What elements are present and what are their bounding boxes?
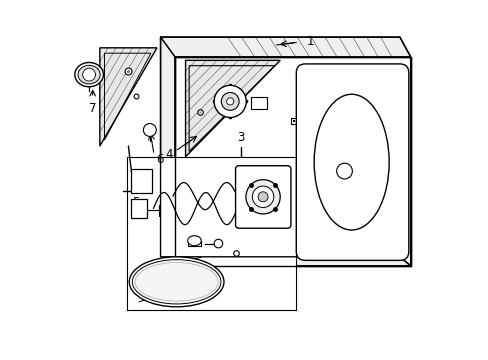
FancyBboxPatch shape (131, 199, 147, 218)
Circle shape (214, 85, 246, 117)
Ellipse shape (78, 65, 100, 84)
Text: 5: 5 (132, 196, 139, 209)
Circle shape (214, 239, 222, 248)
FancyBboxPatch shape (296, 64, 408, 260)
Polygon shape (100, 48, 157, 146)
Circle shape (252, 186, 273, 207)
Polygon shape (175, 57, 410, 266)
Text: 7: 7 (89, 102, 96, 115)
Circle shape (226, 98, 233, 105)
FancyBboxPatch shape (235, 166, 290, 228)
Polygon shape (313, 84, 383, 216)
Ellipse shape (132, 260, 221, 304)
Circle shape (258, 192, 267, 202)
FancyBboxPatch shape (250, 97, 266, 109)
Text: 3: 3 (237, 131, 244, 144)
Polygon shape (160, 37, 410, 57)
Ellipse shape (75, 63, 103, 87)
Circle shape (82, 68, 95, 81)
Circle shape (245, 180, 280, 214)
Circle shape (221, 93, 239, 111)
Ellipse shape (135, 262, 218, 301)
Ellipse shape (313, 94, 388, 230)
FancyBboxPatch shape (131, 168, 152, 193)
Polygon shape (185, 60, 280, 157)
Text: 1: 1 (306, 35, 314, 48)
Ellipse shape (129, 257, 224, 307)
Text: 2: 2 (206, 281, 214, 294)
Circle shape (336, 163, 352, 179)
Polygon shape (160, 257, 410, 266)
Polygon shape (160, 37, 175, 266)
Text: 4: 4 (165, 148, 173, 162)
Text: 6: 6 (156, 153, 163, 166)
Polygon shape (126, 157, 296, 310)
Circle shape (143, 123, 156, 136)
Ellipse shape (187, 236, 201, 246)
